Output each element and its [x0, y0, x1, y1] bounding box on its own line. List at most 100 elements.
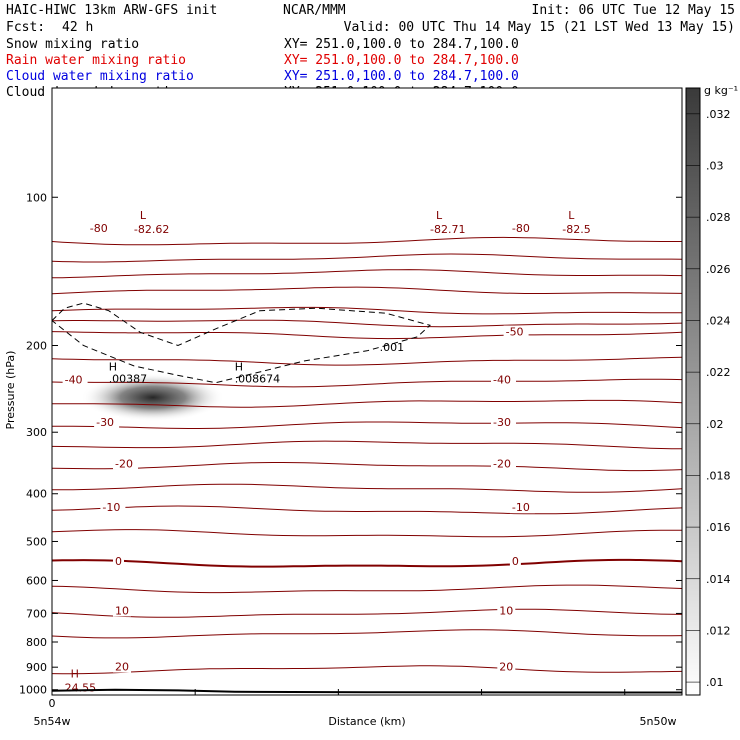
- cloud-ice-extreme-value: .00387: [109, 373, 148, 386]
- temperature-contour-label: -50: [506, 326, 524, 339]
- colorbar-tick-label: .012: [706, 624, 731, 637]
- header-org: NCAR/MMM: [283, 3, 346, 18]
- contour-label-bg: [509, 554, 521, 567]
- temperature-contour: [51, 440, 683, 450]
- contour-label-bg: [113, 604, 131, 617]
- temperature-extreme-value: -82.5: [562, 223, 590, 236]
- extreme-label-bg: [428, 222, 474, 235]
- colorbar-tick-label: .024: [706, 314, 731, 327]
- snow-mixing-ratio-maximum: [80, 373, 225, 422]
- temperature-contour-label: 10: [499, 604, 513, 617]
- contour-label-bg: [503, 325, 529, 338]
- temperature-contour: [51, 665, 683, 675]
- contour-label-bg: [509, 501, 535, 514]
- x-tick-label: 0: [49, 697, 56, 710]
- temperature-extreme-value: 24.55: [65, 682, 97, 695]
- header-init: Init: 06 UTC Tue 12 May 15: [532, 3, 736, 18]
- contour-label-bg: [113, 457, 138, 470]
- cloud-ice-extreme-marker: H: [109, 361, 117, 374]
- temperature-contour: [51, 331, 683, 340]
- x-end-label: 5n50w: [640, 715, 677, 728]
- temperature-extreme-marker: H: [71, 668, 79, 681]
- colorbar-ticks: .032 .03 .028 .026 .024 .022 .02 .018 .016 .014 .0…: [686, 108, 731, 689]
- y-axis-title: Pressure (hPa): [4, 351, 17, 430]
- colorbar-tick-label: .014: [706, 573, 731, 586]
- contour-label-bg: [509, 221, 535, 234]
- temperature-contour: [51, 584, 683, 594]
- temperature-contour-label: 10: [115, 604, 129, 617]
- temperature-contour-label: -40: [65, 374, 83, 387]
- temperature-contour: [51, 505, 683, 515]
- temperature-contour: [51, 378, 683, 388]
- contour-label-bg: [113, 660, 131, 673]
- contour-label-bg: [94, 415, 120, 428]
- header: HAIC-HIWC 13km ARW-GFS init NCAR/MMM Ini…: [6, 3, 735, 100]
- temperature-extreme-marker: L: [140, 209, 147, 222]
- header-title: HAIC-HIWC 13km ARW-GFS init: [6, 3, 217, 18]
- extreme-label-bg: [131, 222, 178, 235]
- colorbar-tick-label: .02: [706, 418, 724, 431]
- cloud-ice-extreme-value: .008674: [235, 373, 281, 386]
- terrain-surface-line: [51, 688, 683, 694]
- temperature-contour: [52, 421, 683, 429]
- y-tick-label: 100: [26, 191, 47, 204]
- temperature-contour: [51, 253, 683, 263]
- colorbar-tick-label: .032: [706, 108, 731, 121]
- temperature-contour-label: -20: [115, 457, 133, 470]
- header-fcst-value: 42 h: [62, 20, 93, 35]
- colorbar-tick-label: .03: [706, 159, 724, 172]
- colorbar-tick-label: .028: [706, 211, 731, 224]
- colorbar-tick-label: .018: [706, 469, 731, 482]
- temperature-extreme-value: -82.62: [134, 223, 169, 236]
- cloud-ice-extreme-marker: H: [235, 361, 243, 374]
- y-tick-label: 900: [26, 661, 47, 674]
- colorbar: g kg⁻¹ .032 .03 .028 .026 .024 .022 .02 .018 .01…: [685, 84, 738, 696]
- y-tick-label: 700: [26, 607, 47, 620]
- y-tick-label: 400: [26, 488, 47, 501]
- temperature-contour: [51, 608, 683, 618]
- temperature-contour-label: -30: [493, 416, 511, 429]
- temperature-contour-label: 20: [115, 661, 129, 674]
- temperature-contour-label: -80: [512, 222, 530, 235]
- contour-label-bg: [62, 373, 88, 386]
- temperature-contour: [51, 269, 683, 279]
- contour-label-bg: [491, 373, 516, 386]
- temperature-contour: [51, 462, 683, 472]
- temperature-contour-label: -10: [102, 501, 120, 514]
- field-name: Cloud water mixing ratio: [6, 69, 194, 84]
- temperature-contour-label: -30: [96, 416, 114, 429]
- y-tick-label: 500: [26, 535, 47, 548]
- contour-label-bg: [100, 501, 126, 514]
- field-xy: XY= 251.0,100.0 to 284.7,100.0: [284, 53, 519, 68]
- header-fcst-label: Fcst:: [6, 20, 45, 35]
- temperature-extreme-marker: L: [436, 209, 443, 222]
- x-axis: 0: [49, 689, 626, 710]
- temperature-contour-label: -10: [512, 501, 530, 514]
- temperature-contour: [52, 483, 683, 493]
- temperature-contour-label: 0: [115, 555, 122, 568]
- contour-label-bg: [497, 604, 516, 617]
- temperature-contour: [51, 306, 682, 315]
- temperature-contour: [51, 319, 683, 328]
- field-name: Rain water mixing ratio: [6, 53, 186, 68]
- header-valid: Valid: 00 UTC Thu 14 May 15 (21 LST Wed …: [344, 20, 735, 35]
- temperature-contour-label: -40: [493, 374, 511, 387]
- cloud-ice-contour-label: .001: [380, 341, 405, 354]
- colorbar-tick-label: .026: [706, 263, 731, 276]
- extreme-label-bg: [560, 222, 600, 235]
- contour-label-bg: [491, 415, 516, 428]
- x-start-label: 5n54w: [34, 715, 71, 728]
- contour-label-bg: [87, 221, 113, 234]
- colorbar-tick-label: .022: [706, 366, 731, 379]
- contour-label-bg: [497, 660, 516, 673]
- y-tick-label: 800: [26, 636, 47, 649]
- temperature-contour-label: 20: [499, 661, 513, 674]
- temperature-contour: [51, 286, 683, 295]
- temperature-contour: [52, 399, 683, 408]
- y-tick-label: 600: [26, 574, 47, 587]
- contour-label-bg: [113, 554, 124, 567]
